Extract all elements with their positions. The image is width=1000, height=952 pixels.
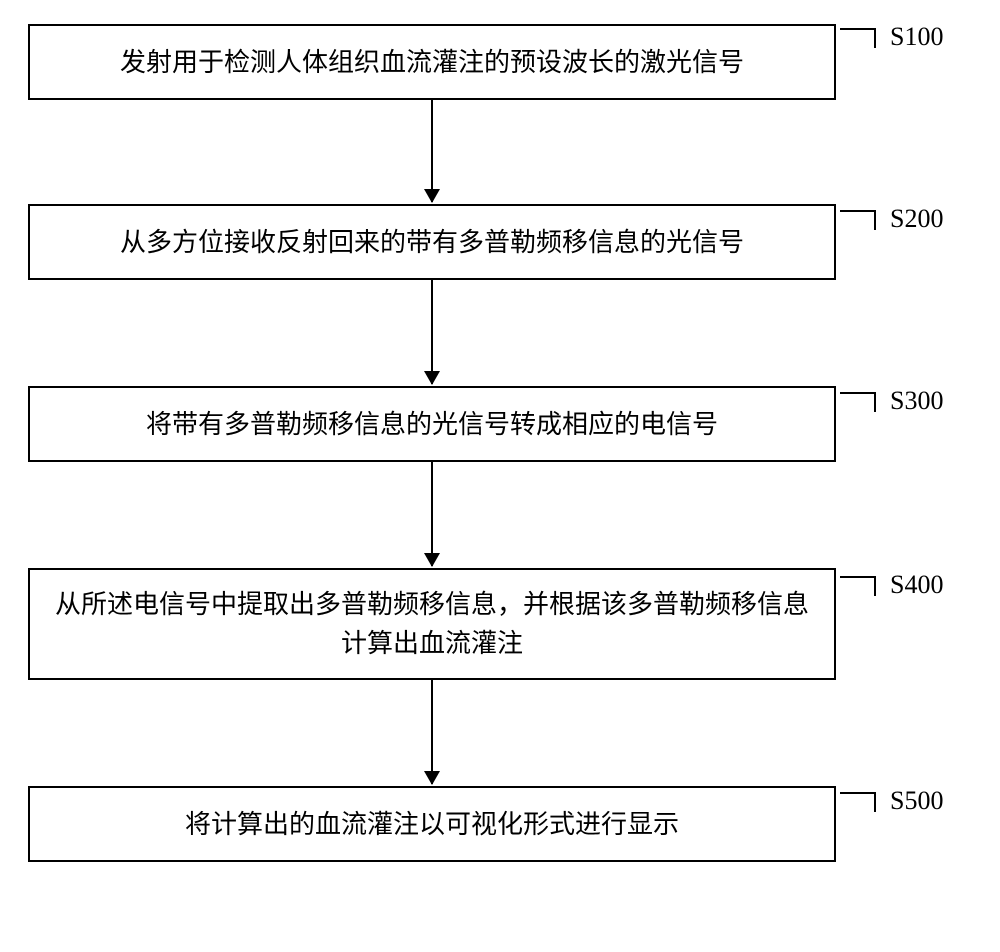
bracket <box>840 210 876 230</box>
step-label-s300: S300 <box>890 386 943 416</box>
bracket <box>840 392 876 412</box>
flow-step-s200: 从多方位接收反射回来的带有多普勒频移信息的光信号 <box>28 204 836 280</box>
flow-text: 从多方位接收反射回来的带有多普勒频移信息的光信号 <box>120 223 744 262</box>
flowchart-container: 发射用于检测人体组织血流灌注的预设波长的激光信号 S100 从多方位接收反射回来… <box>0 0 1000 952</box>
flow-arrow <box>431 462 433 566</box>
flow-text: 将计算出的血流灌注以可视化形式进行显示 <box>185 805 679 844</box>
step-label-s400: S400 <box>890 570 943 600</box>
flow-step-s400: 从所述电信号中提取出多普勒频移信息，并根据该多普勒频移信息计算出血流灌注 <box>28 568 836 680</box>
flow-step-s100: 发射用于检测人体组织血流灌注的预设波长的激光信号 <box>28 24 836 100</box>
step-label-s100: S100 <box>890 22 943 52</box>
flow-arrow <box>431 280 433 384</box>
flow-step-s300: 将带有多普勒频移信息的光信号转成相应的电信号 <box>28 386 836 462</box>
step-label-s500: S500 <box>890 786 943 816</box>
flow-text: 从所述电信号中提取出多普勒频移信息，并根据该多普勒频移信息计算出血流灌注 <box>50 585 814 663</box>
flow-step-s500: 将计算出的血流灌注以可视化形式进行显示 <box>28 786 836 862</box>
step-label-s200: S200 <box>890 204 943 234</box>
bracket <box>840 576 876 596</box>
bracket <box>840 28 876 48</box>
flow-text: 发射用于检测人体组织血流灌注的预设波长的激光信号 <box>120 43 744 82</box>
bracket <box>840 792 876 812</box>
flow-text: 将带有多普勒频移信息的光信号转成相应的电信号 <box>146 405 718 444</box>
flow-arrow <box>431 680 433 784</box>
flow-arrow <box>431 100 433 202</box>
